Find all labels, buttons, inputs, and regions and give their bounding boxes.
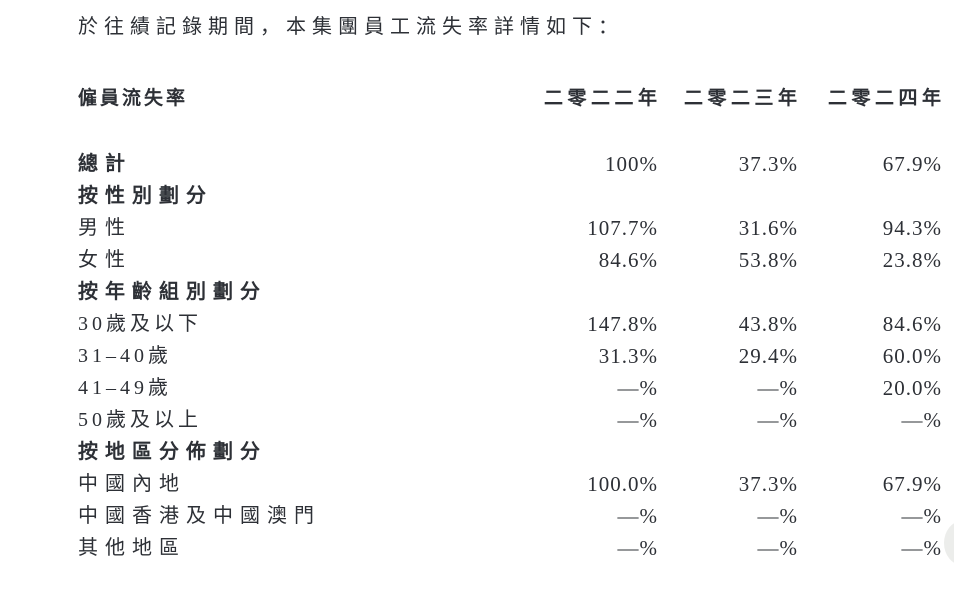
- col-header-year-2022: 二零二二年: [543, 88, 662, 109]
- table-row: 41–49歲 —% —% 20.0%: [78, 372, 941, 404]
- row-value-year-2024: 94.3%: [882, 216, 942, 240]
- row-value-year-2022: —%: [617, 536, 658, 560]
- row-value-year-2023: —%: [757, 408, 798, 432]
- table-row: 總計 100% 37.3% 67.9%: [78, 148, 941, 180]
- row-value-year-2022: [518, 276, 658, 308]
- table-row: 按年齡組別劃分: [78, 276, 941, 308]
- row-value-year-2024: —%: [901, 504, 942, 528]
- row-label: 41–49歲: [78, 377, 172, 399]
- table-row: 50歲及以上 —% —% —%: [78, 404, 941, 436]
- row-value-year-2024: —%: [901, 408, 942, 432]
- turnover-table: 僱員流失率 二零二二年 二零二三年 二零二四年 總計 100% 37.3% 67.9%…: [0, 87, 941, 564]
- row-value-year-2024: 67.9%: [882, 152, 942, 176]
- table-row: 按地區分佈劃分: [78, 436, 941, 468]
- row-value-year-2022: 147.8%: [587, 312, 658, 336]
- col-header-year-2024: 二零二四年: [827, 88, 946, 109]
- table-row: 中國香港及中國澳門 —% —% —%: [78, 500, 941, 532]
- scroll-hint-circle[interactable]: [944, 521, 954, 565]
- table-row: 女性 84.6% 53.8% 23.8%: [78, 244, 941, 276]
- row-label: 按地區分佈劃分: [78, 441, 267, 463]
- row-value-year-2024: —%: [901, 536, 942, 560]
- row-label: 50歲及以上: [78, 409, 202, 431]
- row-value-year-2023: 43.8%: [738, 312, 798, 336]
- intro-text: 於往績記錄期間，本集團員工流失率詳情如下：: [78, 16, 624, 38]
- row-label: 中國內地: [78, 473, 186, 495]
- row-value-year-2023: 37.3%: [738, 472, 798, 496]
- row-label: 按年齡組別劃分: [78, 281, 267, 303]
- row-value-year-2024: 60.0%: [882, 344, 942, 368]
- row-value-year-2024: [798, 436, 942, 468]
- row-label: 女性: [78, 249, 132, 271]
- row-label: 中國香港及中國澳門: [78, 505, 321, 527]
- row-value-year-2024: 23.8%: [882, 248, 942, 272]
- row-value-year-2022: —%: [617, 504, 658, 528]
- row-value-year-2022: 84.6%: [598, 248, 658, 272]
- row-value-year-2023: [658, 276, 798, 308]
- table-row: 其他地區 —% —% —%: [78, 532, 941, 564]
- row-value-year-2023: 31.6%: [738, 216, 798, 240]
- row-value-year-2022: 31.3%: [598, 344, 658, 368]
- row-label: 按性別劃分: [78, 185, 213, 207]
- row-value-year-2024: [798, 180, 942, 212]
- row-value-year-2023: [658, 180, 798, 212]
- col-header-year-2023: 二零二三年: [683, 88, 802, 109]
- row-value-year-2023: 37.3%: [738, 152, 798, 176]
- table-row: 按性別劃分: [78, 180, 941, 212]
- row-value-year-2023: —%: [757, 536, 798, 560]
- table-row: 中國內地 100.0% 37.3% 67.9%: [78, 468, 941, 500]
- row-value-year-2022: 100.0%: [587, 472, 658, 496]
- row-label: 總計: [78, 153, 132, 175]
- table-body: 總計 100% 37.3% 67.9% 按性別劃分男性 107.7% 31.6% 94.3% 女…: [78, 148, 941, 564]
- table-row: 男性 107.7% 31.6% 94.3%: [78, 212, 941, 244]
- row-value-year-2023: 29.4%: [738, 344, 798, 368]
- row-value-year-2022: [518, 180, 658, 212]
- row-value-year-2024: 20.0%: [882, 376, 942, 400]
- row-value-year-2024: 67.9%: [882, 472, 942, 496]
- table-row: 31–40歲 31.3% 29.4% 60.0%: [78, 340, 941, 372]
- row-value-year-2022: —%: [617, 376, 658, 400]
- row-value-year-2023: [658, 436, 798, 468]
- row-label: 其他地區: [78, 537, 186, 559]
- row-label: 30歲及以下: [78, 313, 202, 335]
- row-label: 男性: [78, 217, 132, 239]
- row-value-year-2022: —%: [617, 408, 658, 432]
- table-header-row: 僱員流失率 二零二二年 二零二三年 二零二四年: [78, 87, 941, 111]
- table-title: 僱員流失率: [78, 88, 189, 109]
- row-value-year-2023: 53.8%: [738, 248, 798, 272]
- row-value-year-2023: —%: [757, 504, 798, 528]
- row-value-year-2022: [518, 436, 658, 468]
- row-value-year-2024: [798, 276, 942, 308]
- row-value-year-2022: 100%: [605, 152, 658, 176]
- row-value-year-2022: 107.7%: [587, 216, 658, 240]
- table-row: 30歲及以下 147.8% 43.8% 84.6%: [78, 308, 941, 340]
- row-label: 31–40歲: [78, 345, 172, 367]
- row-value-year-2023: —%: [757, 376, 798, 400]
- row-value-year-2024: 84.6%: [882, 312, 942, 336]
